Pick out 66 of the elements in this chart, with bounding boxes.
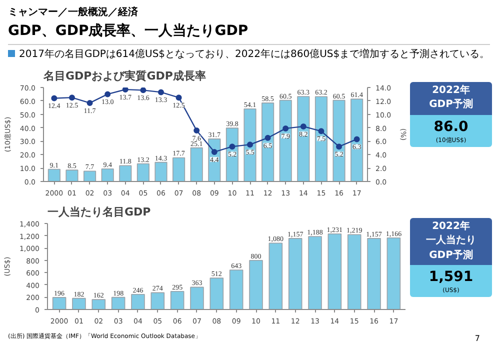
text: 2022年 — [431, 220, 471, 234]
point — [51, 95, 58, 102]
bar — [170, 290, 184, 310]
point — [354, 136, 360, 142]
bar — [154, 162, 168, 182]
text: GDP、GDP成長率、一人当たりGDP — [8, 21, 490, 46]
point — [140, 88, 146, 94]
bar — [288, 238, 302, 310]
bar — [347, 234, 362, 310]
bar — [172, 157, 186, 182]
bar — [131, 294, 145, 310]
bar — [119, 165, 132, 182]
bar — [101, 168, 114, 182]
bar — [328, 233, 342, 310]
point — [68, 94, 75, 101]
point — [176, 94, 182, 101]
point — [282, 125, 289, 132]
bar — [226, 128, 238, 182]
point — [336, 144, 342, 150]
text: GDP予測 — [428, 248, 474, 263]
bar — [297, 96, 310, 182]
text: 2022年 — [431, 84, 471, 98]
chart-title: 名目GDPおよび実質GDP成長率 — [42, 70, 206, 82]
point — [229, 144, 236, 150]
bar — [136, 163, 150, 182]
text: ミャンマー／一般概況／経済 — [8, 6, 139, 20]
text: 一人当たり — [425, 234, 477, 248]
bar — [279, 100, 292, 182]
bar — [386, 237, 401, 310]
point — [264, 134, 271, 141]
bar — [210, 278, 224, 310]
bar — [308, 236, 322, 310]
bar — [150, 292, 165, 310]
point — [247, 142, 254, 148]
bar — [244, 108, 256, 182]
bar — [332, 100, 346, 182]
point — [300, 123, 306, 130]
bar — [314, 96, 328, 182]
bar — [262, 102, 274, 182]
bar — [268, 242, 283, 310]
point — [158, 89, 164, 96]
bar — [72, 298, 86, 310]
point — [318, 128, 324, 134]
point — [122, 88, 128, 93]
bar — [249, 260, 263, 310]
bar — [350, 98, 364, 182]
bar — [52, 297, 66, 310]
bar — [229, 270, 244, 310]
point — [86, 100, 93, 106]
point — [194, 127, 200, 134]
text: 1,591 — [428, 268, 474, 287]
text: GDP予測 — [428, 98, 474, 112]
text: 86.0 — [432, 118, 470, 137]
bar — [190, 286, 204, 310]
bar — [367, 238, 381, 310]
point — [104, 91, 111, 98]
bar — [48, 168, 60, 182]
bar — [84, 170, 96, 182]
bar — [190, 147, 203, 182]
chart-title: 一人当たり名目GDP — [48, 206, 151, 218]
text: 7 — [474, 333, 480, 344]
bar — [111, 296, 126, 310]
bar — [92, 299, 106, 310]
bar — [66, 170, 78, 182]
point — [211, 148, 218, 155]
text: 2017年の名目GDPは614億US$となっており、2022年には860億US$まで増加すると予測されている。 — [18, 48, 490, 62]
